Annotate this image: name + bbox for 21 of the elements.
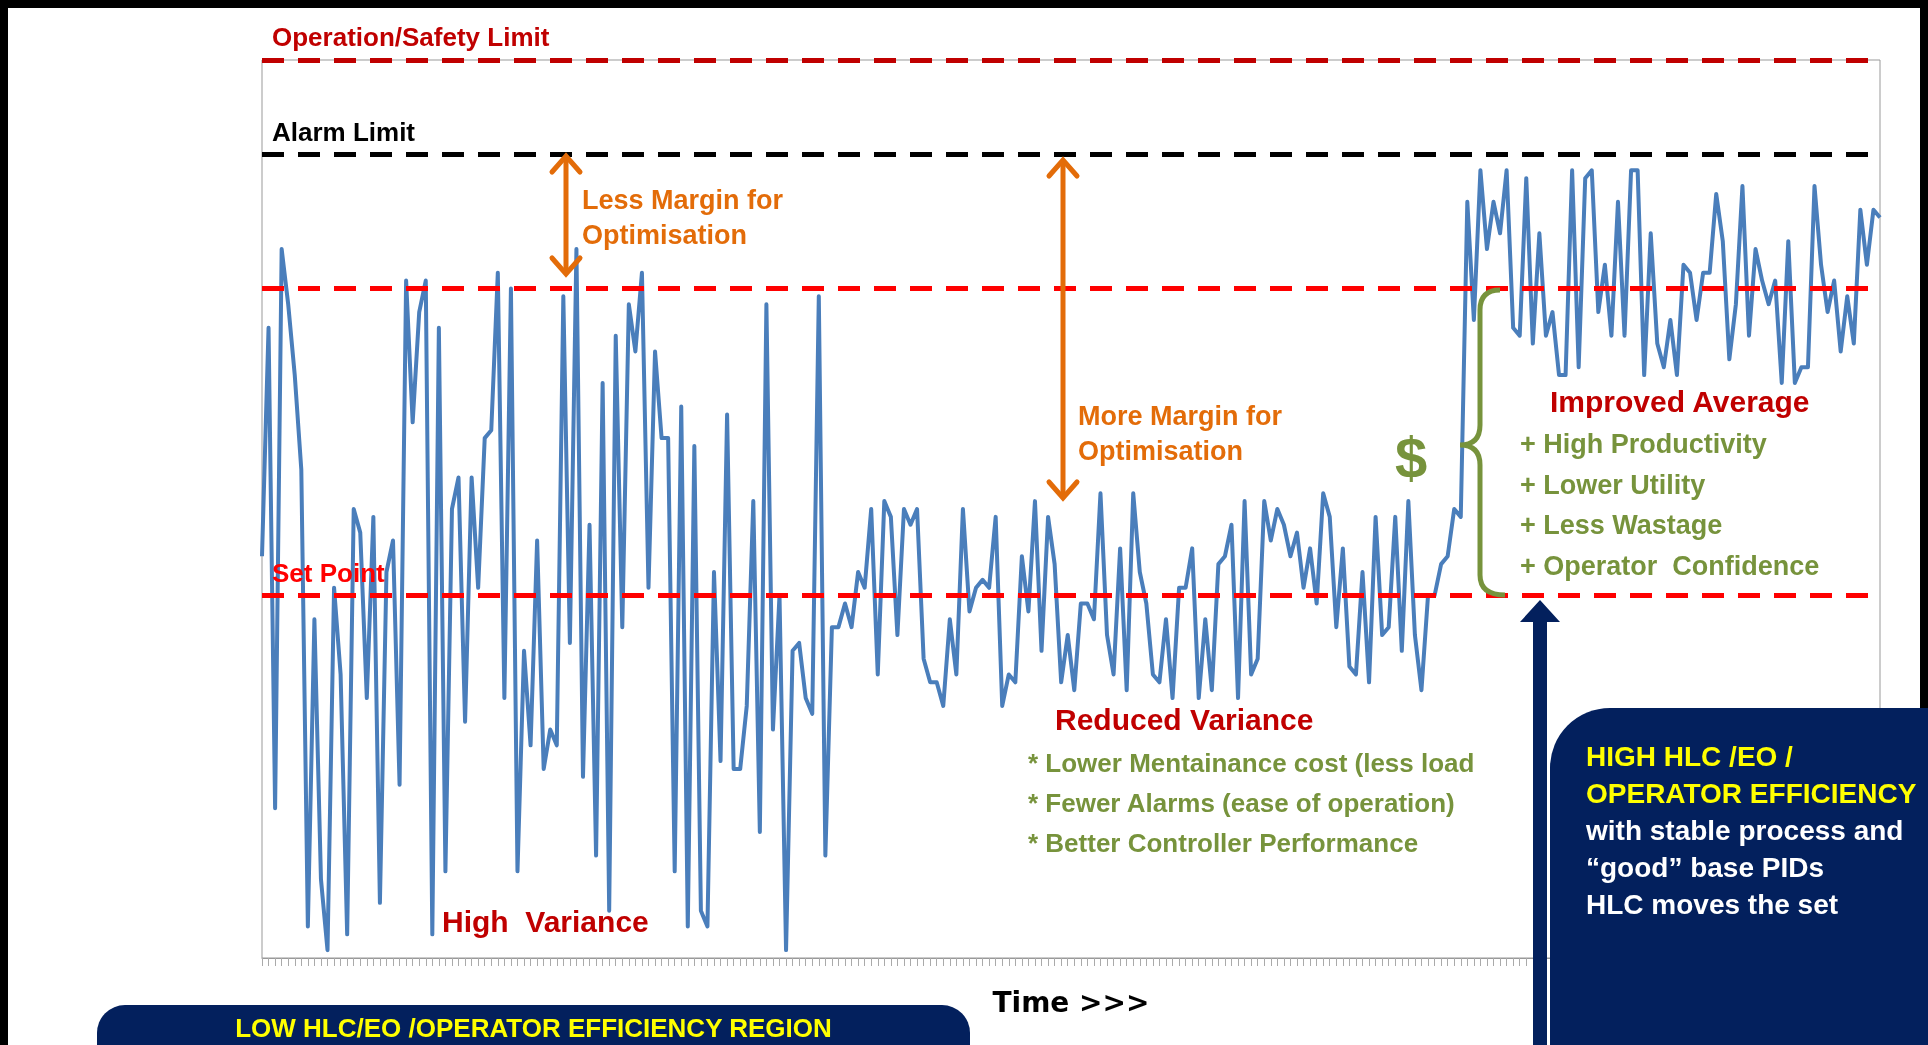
callout-box: LOW HLC/EO /OPERATOR EFFICIENCY REGION bbox=[97, 1005, 970, 1045]
annotation: with stable process and “good” base PIDs bbox=[1586, 814, 1905, 885]
ref-line-label: Operation/Safety Limit bbox=[272, 22, 550, 52]
x-axis-title: Time >>> bbox=[992, 985, 1150, 1019]
annotation: HIGH HLC /EO / OPERATOR EFFICIENCY bbox=[1586, 740, 1918, 811]
annotation: * Lower Mentainance cost (less load bbox=[1028, 747, 1475, 778]
annotation: + Less Wastage bbox=[1520, 509, 1723, 540]
annotation: Improved Average bbox=[1550, 385, 1810, 418]
annotation: Less Margin for Optimisation bbox=[582, 184, 791, 250]
annotation: + Lower Utility bbox=[1520, 469, 1706, 500]
annotation: Reduced Variance bbox=[1055, 703, 1314, 736]
callout-box: HIGH HLC /EO / OPERATOR EFFICIENCY with stable process and “good” base PIDs HLC moves the set bbox=[1550, 708, 1928, 1045]
annotation: $ bbox=[1395, 425, 1428, 491]
annotation: + Operator Confidence bbox=[1520, 550, 1820, 581]
annotation: High Variance bbox=[442, 905, 649, 938]
annotation: More Margin for Optimisation bbox=[1078, 400, 1290, 466]
ref-line-label: Alarm Limit bbox=[272, 116, 416, 147]
annotation: * Fewer Alarms (ease of operation) bbox=[1028, 787, 1455, 818]
annotation: HLC moves the set bbox=[1586, 888, 1840, 922]
annotation: + High Productivity bbox=[1520, 428, 1767, 459]
annotation: * Better Controller Performance bbox=[1028, 827, 1419, 858]
